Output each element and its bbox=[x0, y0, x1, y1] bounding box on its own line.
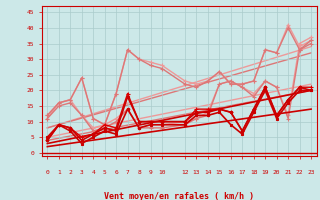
X-axis label: Vent moyen/en rafales ( km/h ): Vent moyen/en rafales ( km/h ) bbox=[104, 192, 254, 200]
